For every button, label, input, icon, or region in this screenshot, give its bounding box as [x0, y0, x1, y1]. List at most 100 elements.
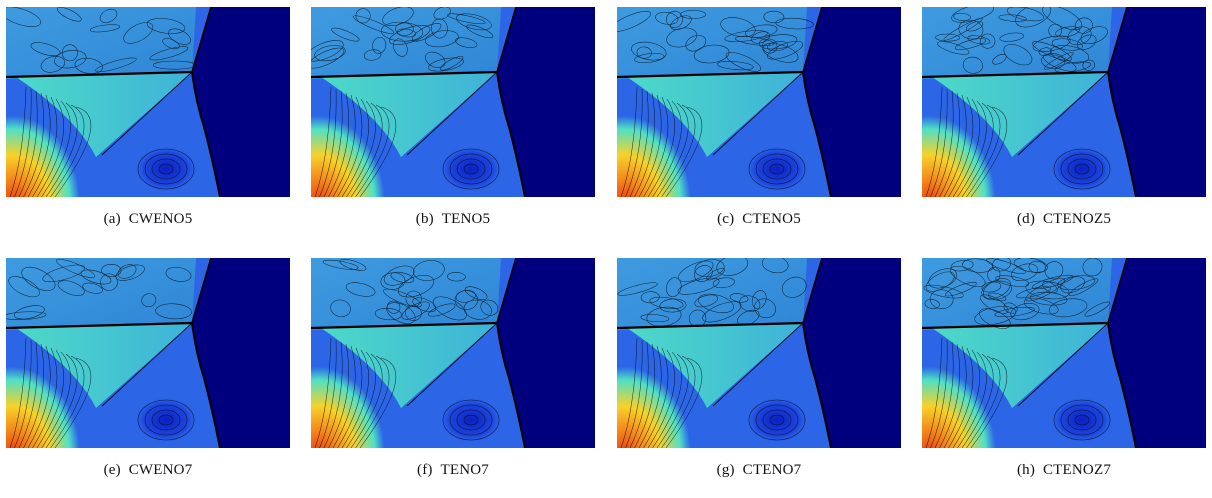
mach-stem — [1107, 322, 1137, 448]
panel-caption: (d) CTENOZ5 — [922, 211, 1206, 228]
caption-label: (g) — [716, 462, 735, 478]
reflected-shock — [191, 7, 212, 73]
panel-caption: (a) CWENO5 — [6, 211, 290, 228]
caption-scheme-name: TENO7 — [440, 462, 489, 478]
reflected-shock — [1107, 7, 1128, 73]
vortex — [134, 396, 198, 444]
slip-line — [712, 322, 804, 407]
undisturbed-region — [803, 258, 901, 448]
panel-teno7: (f) TENO7 — [311, 258, 595, 498]
density-contour-plot — [311, 258, 595, 448]
incident-shock — [311, 70, 498, 79]
reflected-shock — [496, 258, 517, 324]
panel-caption: (h) CTENOZ7 — [922, 462, 1206, 479]
upper-region — [6, 258, 196, 330]
reflected-shock — [802, 258, 823, 324]
slip-line — [1017, 322, 1109, 407]
mach-stem — [496, 322, 526, 448]
panel-caption: (f) TENO7 — [311, 462, 595, 479]
incident-shock — [6, 321, 193, 330]
mach-stem — [191, 71, 221, 197]
vortex — [439, 396, 503, 444]
density-contour-plot — [922, 258, 1206, 448]
caption-scheme-name: CWENO7 — [128, 462, 193, 478]
density-contour-plot — [617, 7, 901, 197]
incident-shock — [922, 70, 1109, 79]
undisturbed-region — [192, 7, 290, 197]
mach-stem — [802, 322, 832, 448]
undisturbed-region — [497, 258, 595, 448]
undisturbed-region — [1108, 258, 1206, 448]
slip-line — [1017, 71, 1109, 156]
caption-scheme-name: CWENO5 — [128, 211, 193, 227]
caption-scheme-name: CTENO7 — [742, 462, 802, 478]
incident-shock — [311, 321, 498, 330]
panel-cweno5: (a) CWENO5 — [6, 7, 290, 247]
contour-lines — [617, 258, 807, 448]
vortex — [745, 396, 809, 444]
panel-cteno5: (c) CTENO5 — [617, 7, 901, 247]
undisturbed-region — [497, 7, 595, 197]
slip-triangle — [321, 323, 497, 408]
reflected-shock — [1107, 258, 1128, 324]
density-contour-plot — [311, 7, 595, 197]
upper-region — [617, 7, 807, 79]
reflected-shock — [191, 258, 212, 324]
panel-caption: (g) CTENO7 — [617, 462, 901, 479]
vortex — [745, 145, 809, 193]
vortex — [134, 145, 198, 193]
slip-triangle — [16, 323, 192, 408]
density-contour-plot — [6, 7, 290, 197]
contour-lines — [6, 7, 196, 197]
contour-lines — [617, 10, 814, 197]
undisturbed-region — [803, 7, 901, 197]
contour-lines — [6, 258, 195, 448]
panel-caption: (b) TENO5 — [311, 211, 595, 228]
mach-stem — [802, 71, 832, 197]
vortex — [1050, 396, 1114, 444]
caption-label: (d) — [1016, 211, 1036, 227]
incident-shock — [617, 70, 804, 79]
undisturbed-region — [192, 258, 290, 448]
vortex — [1050, 145, 1114, 193]
caption-label: (e) — [103, 462, 121, 478]
incident-shock — [922, 321, 1109, 330]
upper-region — [6, 7, 196, 79]
figure-grid: (a) CWENO5 (b) TENO5 (c) CTENO5 (d) CTENOZ5… — [6, 7, 1206, 478]
panel-caption: (c) CTENO5 — [617, 211, 901, 228]
vortex — [439, 145, 503, 193]
slip-line — [712, 71, 804, 156]
slip-line — [101, 322, 193, 407]
panel-caption: (e) CWENO7 — [6, 462, 290, 479]
slip-line — [101, 71, 193, 156]
panel-ctenoz7: (h) CTENOZ7 — [922, 258, 1206, 498]
caption-label: (h) — [1016, 462, 1036, 478]
contour-lines — [311, 7, 500, 197]
incident-shock — [617, 321, 804, 330]
mach-stem — [1107, 71, 1137, 197]
upper-region — [311, 7, 501, 79]
density-contour-plot — [617, 258, 901, 448]
mach-stem — [496, 71, 526, 197]
slip-triangle — [627, 323, 803, 408]
caption-label: (f) — [417, 462, 433, 478]
panel-cteno7: (g) CTENO7 — [617, 258, 901, 498]
undisturbed-region — [1108, 7, 1206, 197]
caption-scheme-name: CTENO5 — [742, 211, 801, 227]
caption-label: (b) — [415, 211, 434, 227]
slip-triangle — [932, 72, 1108, 157]
contour-lines — [314, 259, 500, 448]
density-contour-plot — [922, 7, 1206, 197]
mach-stem — [191, 322, 221, 448]
incident-shock — [6, 70, 193, 79]
slip-triangle — [321, 72, 497, 157]
upper-region — [922, 258, 1112, 330]
caption-label: (a) — [103, 211, 121, 227]
panel-cweno7: (e) CWENO7 — [6, 258, 290, 498]
reflected-shock — [802, 7, 823, 73]
caption-scheme-name: CTENOZ5 — [1042, 211, 1112, 227]
caption-scheme-name: CTENOZ7 — [1042, 462, 1112, 478]
contour-lines — [925, 7, 1111, 197]
density-contour-plot — [6, 258, 290, 448]
panel-ctenoz5: (d) CTENOZ5 — [922, 7, 1206, 247]
